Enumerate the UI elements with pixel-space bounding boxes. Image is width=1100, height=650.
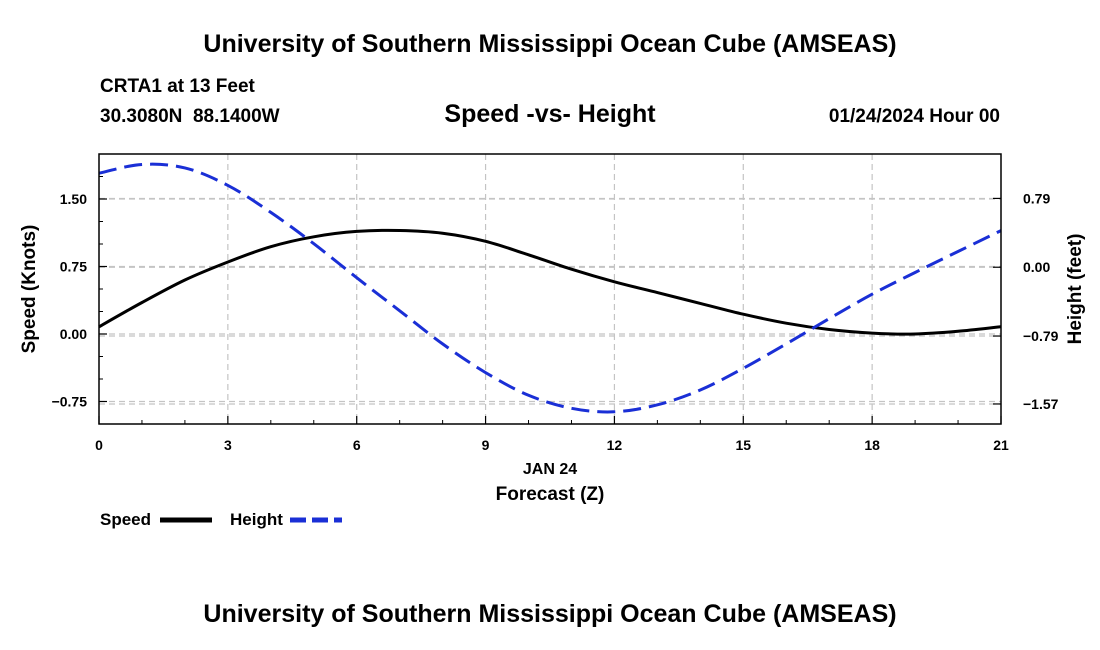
chart-title: University of Southern Mississippi Ocean… xyxy=(203,30,897,58)
y-right-tick-label: 0.00 xyxy=(1023,259,1050,275)
legend-label-height: Height xyxy=(230,510,283,529)
x-tick-label: 15 xyxy=(735,437,751,453)
series-line-height xyxy=(98,162,1002,414)
legend-label-speed: Speed xyxy=(100,510,151,529)
station-label: CRTA1 at 13 Feet xyxy=(100,76,255,97)
y-left-tick-label: 0.75 xyxy=(60,259,87,275)
y-right-tick-label: −0.79 xyxy=(1023,328,1059,344)
chart-subtitle: Speed -vs- Height xyxy=(444,100,656,128)
x-tick-label: 0 xyxy=(95,437,103,453)
series-line-speed xyxy=(98,228,1002,336)
y-left-tick-label: −0.75 xyxy=(52,394,88,410)
y-right-tick-label: 0.79 xyxy=(1023,190,1050,206)
grid-layer xyxy=(99,154,1001,424)
y-left-tick-label: 1.50 xyxy=(60,191,87,207)
footer-title: University of Southern Mississippi Ocean… xyxy=(203,600,897,628)
y-right-axis-title: Height (feet) xyxy=(1065,234,1086,345)
x-date-label: JAN 24 xyxy=(523,461,577,478)
forecast-datetime: 01/24/2024 Hour 00 xyxy=(828,106,1000,127)
y-left-axis-title: Speed (Knots) xyxy=(19,225,40,354)
station-coordinates: 30.3080N 88.1400W xyxy=(100,106,280,127)
x-tick-label: 3 xyxy=(224,437,232,453)
x-axis-title: Forecast (Z) xyxy=(496,484,605,505)
series-layer xyxy=(98,162,1002,414)
x-tick-label: 12 xyxy=(607,437,623,453)
legend: Speed Height xyxy=(100,510,342,529)
plot-frame xyxy=(98,153,1002,425)
x-tick-label: 9 xyxy=(482,437,490,453)
tick-layer: 0 3 6 9 12 15 18 21 −0.75 0.00 0.75 1.50 −1.57 −0.79 0… xyxy=(52,153,1059,453)
y-left-tick-label: 0.00 xyxy=(60,326,87,342)
x-tick-label: 21 xyxy=(993,437,1009,453)
x-tick-label: 6 xyxy=(353,437,361,453)
y-right-tick-label: −1.57 xyxy=(1023,396,1059,412)
x-tick-label: 18 xyxy=(864,437,880,453)
